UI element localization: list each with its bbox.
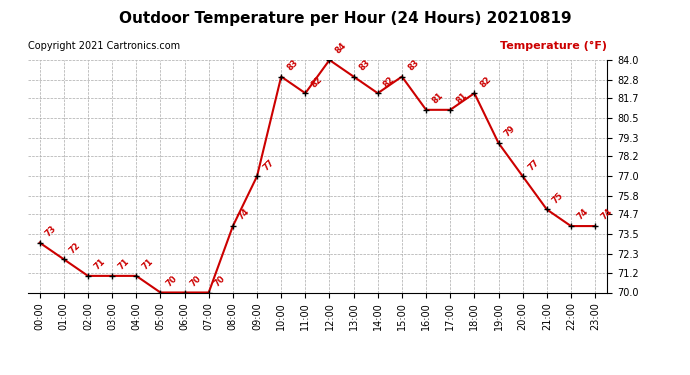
Text: 71: 71 [141,257,155,272]
Text: 77: 77 [527,158,542,172]
Text: 75: 75 [551,191,566,205]
Text: 72: 72 [68,240,83,255]
Text: 73: 73 [44,224,59,238]
Text: 82: 82 [479,75,493,89]
Text: 79: 79 [503,124,518,139]
Text: 71: 71 [117,257,131,272]
Text: 77: 77 [262,158,276,172]
Text: 84: 84 [334,41,348,56]
Text: 83: 83 [286,58,300,72]
Text: 81: 81 [455,91,469,106]
Text: 82: 82 [310,75,324,89]
Text: 74: 74 [600,207,614,222]
Text: 70: 70 [213,274,228,288]
Text: 71: 71 [92,257,107,272]
Text: 74: 74 [575,207,590,222]
Text: 74: 74 [237,207,252,222]
Text: 70: 70 [189,274,204,288]
Text: Outdoor Temperature per Hour (24 Hours) 20210819: Outdoor Temperature per Hour (24 Hours) … [119,11,571,26]
Text: 82: 82 [382,75,397,89]
Text: Temperature (°F): Temperature (°F) [500,41,607,51]
Text: 70: 70 [165,274,179,288]
Text: 83: 83 [358,58,373,72]
Text: Copyright 2021 Cartronics.com: Copyright 2021 Cartronics.com [28,41,179,51]
Text: 83: 83 [406,58,421,72]
Text: 81: 81 [431,91,445,106]
